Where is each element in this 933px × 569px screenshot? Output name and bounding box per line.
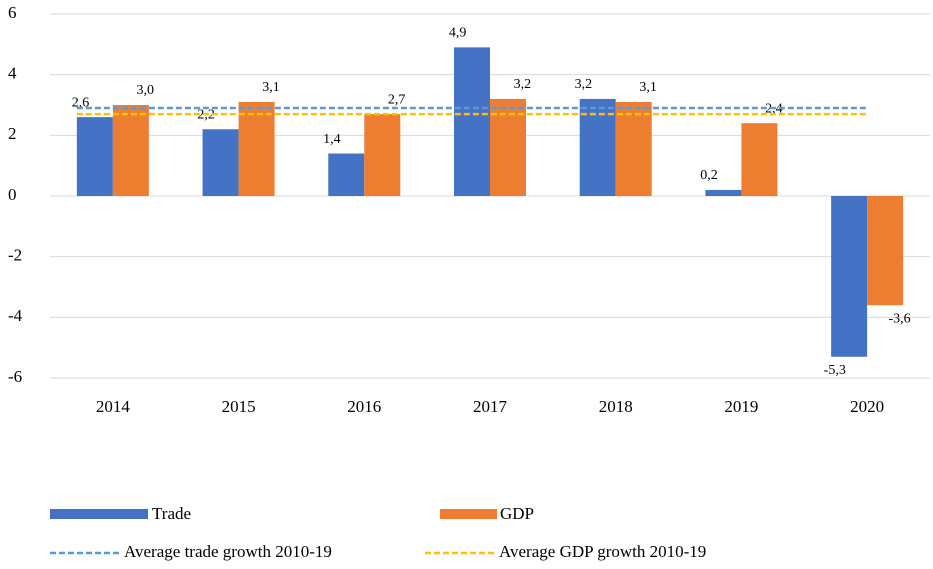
x-tick-label: 2020 <box>850 397 884 416</box>
bar <box>364 114 401 196</box>
x-tick-label: 2019 <box>724 397 758 416</box>
bar <box>238 101 275 196</box>
bar <box>328 153 365 196</box>
x-tick-label: 2018 <box>599 397 633 416</box>
data-label: 0,2 <box>700 168 718 183</box>
legend-label: Trade <box>152 504 191 523</box>
bar <box>202 129 239 196</box>
x-tick-label: 2015 <box>222 397 256 416</box>
legend-swatch <box>440 509 497 519</box>
data-label: -3,6 <box>888 311 910 326</box>
bar <box>741 123 778 196</box>
y-tick-label: -6 <box>8 367 22 386</box>
bar <box>615 101 652 196</box>
x-tick-label: 2014 <box>96 397 131 416</box>
bar <box>76 117 113 196</box>
y-tick-label: 6 <box>8 3 17 22</box>
bar <box>454 47 490 196</box>
x-tick-label: 2016 <box>347 397 381 416</box>
data-label: 2,7 <box>388 92 406 107</box>
legend-label: Average GDP growth 2010-19 <box>499 542 706 561</box>
bar <box>831 196 868 357</box>
bar <box>705 189 742 196</box>
data-label: 4,9 <box>449 26 467 41</box>
data-label: 3,2 <box>575 77 593 92</box>
legend-label: Average trade growth 2010-19 <box>124 542 332 561</box>
y-tick-label: 4 <box>8 64 17 83</box>
legend-label: GDP <box>500 504 534 523</box>
y-tick-label: -4 <box>8 306 23 325</box>
bar <box>867 196 904 306</box>
legend-swatch <box>50 509 148 519</box>
data-label: 3,0 <box>137 83 155 98</box>
data-label: 2,6 <box>72 95 90 110</box>
data-label: 3,1 <box>639 80 657 95</box>
data-label: 3,2 <box>514 77 532 92</box>
y-tick-label: 2 <box>8 124 17 143</box>
data-label: 1,4 <box>323 132 341 147</box>
x-tick-label: 2017 <box>473 397 508 416</box>
y-tick-label: -2 <box>8 246 22 265</box>
bar <box>112 105 149 196</box>
data-label: -5,3 <box>824 363 846 378</box>
data-label: 3,1 <box>262 80 280 95</box>
y-tick-label: 0 <box>8 185 17 204</box>
